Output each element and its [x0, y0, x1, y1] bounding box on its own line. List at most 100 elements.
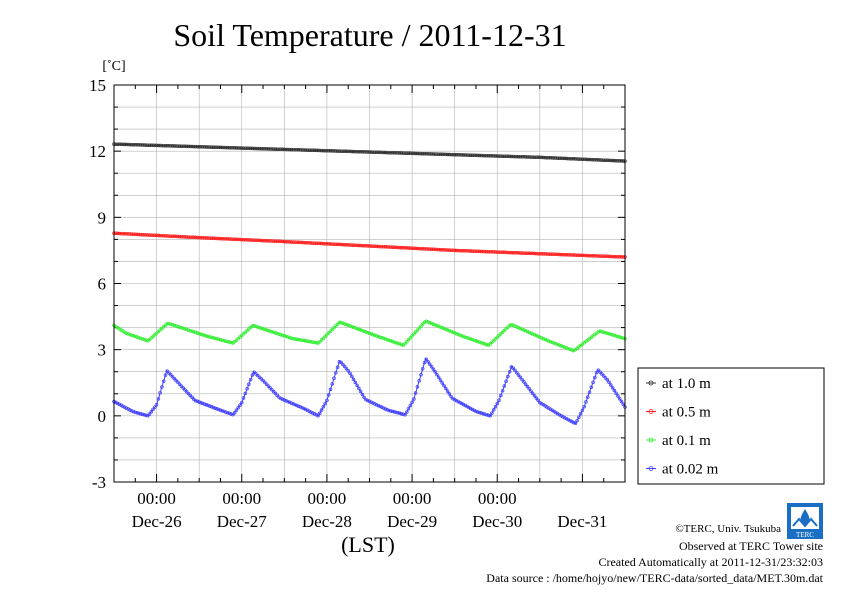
series-point: [334, 242, 338, 247]
series-point: [236, 405, 240, 410]
series-point: [138, 411, 143, 416]
series-point: [577, 253, 581, 257]
series-point: [176, 380, 180, 385]
series-point: [433, 152, 437, 156]
series-point: [387, 338, 391, 342]
series-point: [279, 332, 283, 337]
series-point: [447, 328, 452, 333]
series-point: [295, 148, 299, 152]
series-point: [151, 233, 155, 237]
series-point: [170, 234, 175, 238]
series-point: [523, 251, 528, 255]
series-point: [612, 158, 617, 163]
series-point: [472, 249, 476, 253]
series-point: [277, 239, 281, 244]
series-point: [374, 402, 379, 407]
series-point: [428, 320, 432, 325]
series-point: [245, 146, 249, 150]
series-point: [129, 409, 134, 413]
series-point: [247, 382, 251, 386]
series-point: [582, 405, 586, 409]
series-point: [243, 391, 248, 396]
series-point: [229, 412, 233, 416]
series-point: [605, 254, 610, 259]
series-point: [619, 255, 624, 259]
series-point: [568, 253, 572, 257]
series-point: [357, 243, 361, 248]
series-point: [365, 398, 370, 403]
series-point: [559, 414, 563, 418]
series-point: [561, 415, 565, 419]
series-point: [255, 238, 260, 243]
series-point: [617, 255, 622, 259]
series-point: [603, 330, 608, 335]
x-tick-date-label: Dec-28: [302, 512, 352, 531]
series-point: [232, 237, 237, 242]
series-point: [325, 148, 329, 153]
series-point: [270, 239, 274, 243]
series-point: [601, 330, 606, 334]
series-point: [172, 323, 177, 328]
series-point: [225, 237, 230, 241]
series-point: [389, 409, 393, 413]
series-point: [460, 248, 464, 253]
series-point: [470, 407, 475, 412]
series-point: [295, 337, 299, 342]
series-point: [449, 394, 453, 399]
series-point: [522, 328, 526, 332]
series-point: [525, 155, 530, 159]
series-point: [350, 324, 354, 329]
series-point: [156, 143, 161, 148]
series-point: [428, 362, 432, 367]
series-point: [328, 149, 333, 153]
series-point: [481, 341, 485, 346]
series-point: [383, 150, 388, 155]
series-point: [188, 393, 193, 398]
series-point: [280, 397, 285, 402]
series-point: [390, 151, 395, 155]
series-point: [169, 234, 173, 238]
series-point: [420, 366, 425, 371]
series-point: [577, 415, 581, 419]
series-point: [186, 391, 191, 396]
series-point: [193, 144, 198, 149]
series-point: [390, 409, 395, 414]
series-point: [490, 250, 494, 254]
series-point: [142, 337, 146, 342]
series-point: [254, 146, 258, 151]
series-point: [158, 143, 162, 148]
x-tick-date-label: Dec-30: [472, 512, 522, 531]
series-point: [129, 142, 134, 147]
series-point: [154, 143, 159, 148]
series-point: [477, 410, 482, 415]
series-point: [124, 142, 129, 147]
series-point: [342, 149, 347, 154]
series-point: [619, 335, 624, 340]
series-point: [589, 253, 594, 258]
series-point: [295, 403, 299, 408]
series-point: [438, 247, 443, 252]
series-point: [515, 251, 519, 255]
series-point: [115, 401, 120, 406]
series-point: [326, 242, 331, 246]
series-point: [177, 382, 182, 386]
series-point: [429, 365, 434, 369]
series-point: [397, 151, 402, 155]
series-point: [236, 237, 240, 242]
series-point: [156, 397, 161, 401]
series-point: [603, 158, 608, 162]
series-point: [440, 248, 444, 252]
series-point: [424, 319, 429, 323]
series-point: [617, 159, 622, 163]
series-point: [227, 237, 232, 241]
series-point: [144, 338, 148, 342]
series-point: [209, 145, 214, 149]
series-point: [323, 401, 327, 406]
legend-marker: [648, 409, 654, 414]
series-point: [197, 145, 201, 149]
series-point: [392, 410, 397, 414]
series-point: [232, 410, 237, 415]
series-point: [145, 233, 150, 237]
y-tick-label: 9: [98, 208, 107, 227]
